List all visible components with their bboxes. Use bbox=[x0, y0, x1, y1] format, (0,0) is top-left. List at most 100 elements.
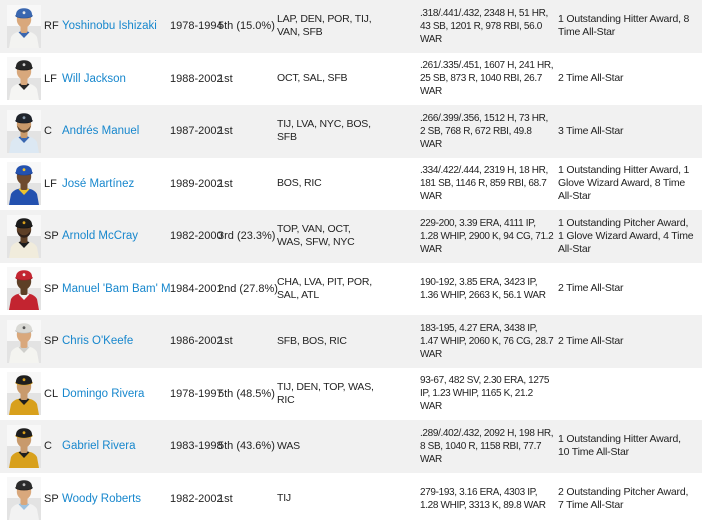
career-stats: 279-193, 3.16 ERA, 4303 IP, 1.28 WHIP, 3… bbox=[420, 486, 546, 511]
career-stats: 229-200, 3.39 ERA, 4111 IP, 1.28 WHIP, 2… bbox=[420, 217, 554, 255]
player-row[interactable]: RF Yoshinobu Ishizaki 1978-1994 5th (15.… bbox=[0, 0, 702, 53]
career-years: 1982-2002 bbox=[170, 492, 223, 505]
player-row[interactable]: LF José Martínez 1989-2002 1st BOS, RIC … bbox=[0, 157, 702, 210]
ballot-result: 1st bbox=[218, 335, 233, 348]
career-years: 1984-2001 bbox=[170, 282, 223, 295]
player-avatar-icon bbox=[7, 372, 41, 416]
ballot-result: 2nd (27.8%) bbox=[218, 282, 278, 295]
position-label: SP bbox=[44, 335, 59, 348]
player-row[interactable]: SP Manuel 'Bam Bam' Mor 1984-2001 2nd (2… bbox=[0, 262, 702, 315]
player-name-link[interactable]: Chris O'Keefe bbox=[62, 335, 134, 348]
player-name-cell: Arnold McCray bbox=[62, 230, 170, 242]
career-years: 1982-2000 bbox=[170, 230, 223, 243]
player-row[interactable]: SP Chris O'Keefe 1986-2002 1st SFB, BOS,… bbox=[0, 315, 702, 368]
teams-list: BOS, RIC bbox=[277, 177, 322, 190]
ballot-result: 5th (43.6%) bbox=[218, 440, 275, 453]
position-label: SP bbox=[44, 282, 59, 295]
player-row[interactable]: SP Woody Roberts 1982-2002 1st TIJ 279-1… bbox=[0, 472, 702, 525]
player-name-cell: Gabriel Rivera bbox=[62, 440, 170, 452]
teams-list: WAS bbox=[277, 439, 300, 452]
career-stats: 183-195, 4.27 ERA, 3438 IP, 1.47 WHIP, 2… bbox=[420, 322, 554, 360]
player-name-cell: Chris O'Keefe bbox=[62, 335, 170, 347]
career-stats: 190-192, 3.85 ERA, 3423 IP, 1.36 WHIP, 2… bbox=[420, 276, 546, 301]
position-label: LF bbox=[44, 177, 57, 190]
career-stats: .261/.335/.451, 1607 H, 241 HR, 25 SB, 8… bbox=[420, 60, 554, 98]
ballot-result: 1st bbox=[218, 125, 233, 138]
player-portrait bbox=[0, 372, 44, 416]
awards-list: 2 Time All-Star bbox=[558, 334, 624, 347]
player-row[interactable]: SP Arnold McCray 1982-2000 3rd (23.3%) T… bbox=[0, 210, 702, 263]
ballot-result: 5th (48.5%) bbox=[218, 387, 275, 400]
player-avatar-icon bbox=[7, 109, 41, 153]
player-portrait bbox=[0, 477, 44, 521]
position-label: SP bbox=[44, 492, 59, 505]
player-portrait bbox=[0, 57, 44, 101]
position-label: C bbox=[44, 125, 52, 138]
player-avatar-icon bbox=[7, 424, 41, 468]
career-stats: .318/.441/.432, 2348 H, 51 HR, 43 SB, 12… bbox=[420, 7, 548, 45]
career-years: 1986-2002 bbox=[170, 335, 223, 348]
teams-list: TIJ, DEN, TOP, WAS, RIC bbox=[277, 380, 374, 406]
player-name-link[interactable]: Manuel 'Bam Bam' Mor bbox=[62, 282, 170, 295]
teams-list: LAP, DEN, POR, TIJ, VAN, SFB bbox=[277, 13, 372, 39]
player-portrait bbox=[0, 162, 44, 206]
player-name-link[interactable]: Will Jackson bbox=[62, 72, 126, 85]
career-stats: 93-67, 482 SV, 2.30 ERA, 1275 IP, 1.23 W… bbox=[420, 375, 550, 413]
player-avatar-icon bbox=[7, 57, 41, 101]
player-name-link[interactable]: Domingo Rivera bbox=[62, 387, 145, 400]
awards-list: 1 Outstanding Hitter Award, 8 Time All-S… bbox=[558, 13, 690, 39]
player-row[interactable]: CL Domingo Rivera 1978-1997 5th (48.5%) … bbox=[0, 367, 702, 420]
career-stats: .266/.399/.356, 1512 H, 73 HR, 2 SB, 768… bbox=[420, 112, 548, 150]
ballot-result: 5th (15.0%) bbox=[218, 20, 275, 33]
awards-list: 3 Time All-Star bbox=[558, 124, 624, 137]
player-avatar-icon bbox=[7, 4, 41, 48]
awards-list: 2 Time All-Star bbox=[558, 72, 624, 85]
teams-list: TIJ, LVA, NYC, BOS, SFB bbox=[277, 118, 371, 144]
position-label: LF bbox=[44, 72, 57, 85]
player-name-link[interactable]: Gabriel Rivera bbox=[62, 440, 136, 453]
player-name-link[interactable]: Yoshinobu Ishizaki bbox=[62, 20, 157, 33]
position-label: SP bbox=[44, 230, 59, 243]
awards-list: 1 Outstanding Hitter Award, 1 Glove Wiza… bbox=[558, 164, 690, 203]
player-name-cell: Will Jackson bbox=[62, 73, 170, 85]
ballot-result: 1st bbox=[218, 177, 233, 190]
player-name-link[interactable]: Andrés Manuel bbox=[62, 125, 140, 138]
position-label: C bbox=[44, 440, 52, 453]
player-row[interactable]: LF Will Jackson 1988-2002 1st OCT, SAL, … bbox=[0, 52, 702, 105]
career-stats: .289/.402/.432, 2092 H, 198 HR, 8 SB, 10… bbox=[420, 427, 554, 465]
ballot-result: 1st bbox=[218, 492, 233, 505]
teams-list: CHA, LVA, PIT, POR, SAL, ATL bbox=[277, 275, 373, 301]
player-name-link[interactable]: Arnold McCray bbox=[62, 230, 139, 243]
career-years: 1989-2002 bbox=[170, 177, 223, 190]
player-avatar-icon bbox=[7, 214, 41, 258]
awards-list: 2 Time All-Star bbox=[558, 282, 624, 295]
career-stats: .334/.422/.444, 2319 H, 18 HR, 181 SB, 1… bbox=[420, 165, 548, 203]
career-years: 1978-1997 bbox=[170, 387, 223, 400]
player-avatar-icon bbox=[7, 267, 41, 311]
player-row[interactable]: C Gabriel Rivera 1983-1998 5th (43.6%) W… bbox=[0, 420, 702, 473]
career-years: 1983-1998 bbox=[170, 440, 223, 453]
player-avatar-icon bbox=[7, 162, 41, 206]
teams-list: OCT, SAL, SFB bbox=[277, 72, 348, 85]
awards-list: 2 Outstanding Pitcher Award, 7 Time All-… bbox=[558, 485, 689, 511]
player-name-link[interactable]: Woody Roberts bbox=[62, 492, 142, 505]
teams-list: SFB, BOS, RIC bbox=[277, 334, 347, 347]
player-portrait bbox=[0, 4, 44, 48]
teams-list: TIJ bbox=[277, 492, 291, 505]
awards-list: 1 Outstanding Hitter Award, 10 Time All-… bbox=[558, 433, 681, 459]
teams-list: TOP, VAN, OCT, WAS, SFW, NYC bbox=[277, 223, 355, 249]
player-name-cell: Andrés Manuel bbox=[62, 125, 170, 137]
ballot-result: 3rd (23.3%) bbox=[218, 230, 276, 243]
player-name-cell: Domingo Rivera bbox=[62, 388, 170, 400]
career-years: 1978-1994 bbox=[170, 20, 223, 33]
career-years: 1988-2002 bbox=[170, 72, 223, 85]
player-name-cell: Woody Roberts bbox=[62, 493, 170, 505]
player-name-link[interactable]: José Martínez bbox=[62, 177, 135, 190]
player-portrait bbox=[0, 214, 44, 258]
player-portrait bbox=[0, 319, 44, 363]
player-name-cell: Yoshinobu Ishizaki bbox=[62, 20, 170, 32]
player-name-cell: Manuel 'Bam Bam' Mor bbox=[62, 283, 170, 295]
player-row[interactable]: C Andrés Manuel 1987-2002 1st TIJ, LVA, … bbox=[0, 105, 702, 158]
player-portrait bbox=[0, 424, 44, 468]
